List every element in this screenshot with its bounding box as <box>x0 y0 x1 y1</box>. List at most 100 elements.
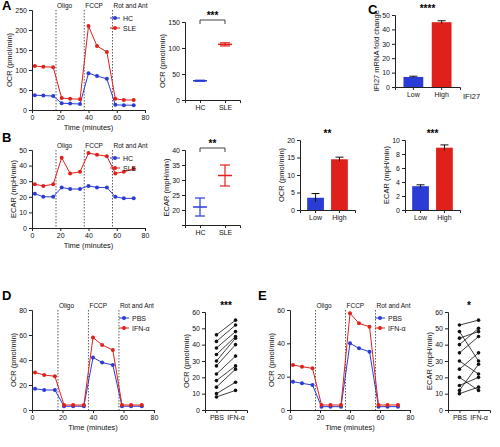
tick-mark <box>216 410 217 413</box>
point <box>477 389 481 393</box>
tick-mark <box>154 410 155 413</box>
tick-label: 0 <box>291 207 295 214</box>
tick-mark <box>202 345 205 346</box>
axis-line <box>406 211 461 214</box>
tick-mark <box>182 210 185 211</box>
tick-label: Low <box>309 214 323 221</box>
bar <box>436 148 453 210</box>
x-axis: HCSLE <box>186 225 241 236</box>
tick-label: 40 <box>347 414 355 421</box>
point <box>300 365 304 369</box>
point <box>95 44 99 48</box>
tick-mark <box>420 210 421 213</box>
tick-label: 0 <box>23 407 27 414</box>
tick-label: 20 <box>19 194 27 201</box>
error-cap <box>312 193 320 194</box>
chart: 050100150200250OCR (pmol/min)A020406080T… <box>2 0 149 132</box>
legend-entry: HC <box>123 15 133 22</box>
tick-label: 0 <box>196 407 200 414</box>
marks <box>307 157 348 210</box>
tick-label: 8 <box>396 151 400 158</box>
axis-line <box>206 411 248 414</box>
tick-label: 0 <box>31 414 35 421</box>
pair-line <box>459 332 478 361</box>
tick: 0 <box>196 407 205 414</box>
tick: Low <box>414 210 428 221</box>
panel-label: E <box>258 288 267 303</box>
tick-mark <box>182 165 185 166</box>
point <box>33 93 37 97</box>
tick-label: 50 <box>19 147 27 154</box>
tick: 30 <box>382 41 395 48</box>
tick: 60 <box>192 309 205 316</box>
tick-label: 60 <box>377 414 385 421</box>
tick: 20 <box>172 207 185 214</box>
point <box>215 359 219 363</box>
error-cap <box>220 185 230 186</box>
tick-label: 100 <box>15 67 27 74</box>
tick-label: 20 <box>59 414 67 421</box>
tick: 50 <box>19 87 32 94</box>
y-axis: 0102030405060 <box>192 309 205 414</box>
point <box>42 388 46 392</box>
tick-mark <box>445 328 448 329</box>
point <box>71 403 75 407</box>
point <box>234 367 238 371</box>
event-label: FCCP <box>85 142 103 149</box>
point <box>458 330 462 334</box>
point <box>458 351 462 355</box>
tick-label: High <box>437 214 452 222</box>
error-cap <box>438 20 446 21</box>
point <box>120 403 124 407</box>
axis-line <box>392 16 396 88</box>
axis-line <box>182 23 186 101</box>
point <box>60 156 64 160</box>
point <box>68 97 72 101</box>
tick: 30 <box>435 358 448 365</box>
point <box>357 346 361 350</box>
tick: 80 <box>142 228 150 239</box>
point <box>91 336 95 340</box>
error-cap <box>195 197 205 198</box>
legend: HCSLE <box>110 15 137 32</box>
axis-line <box>291 411 411 414</box>
tick-mark <box>29 197 32 198</box>
point <box>129 403 133 407</box>
pair-line <box>216 366 235 381</box>
tick-mark <box>29 150 32 151</box>
pair-line <box>459 377 478 385</box>
tick-mark <box>392 44 395 45</box>
tick-label: 0 <box>176 97 180 104</box>
x-axis: PBSIFN-α <box>206 410 248 421</box>
tick-mark <box>182 48 185 49</box>
tick-label: 60 <box>113 114 121 121</box>
point <box>234 364 238 368</box>
tick-label: 0 <box>289 414 293 421</box>
tick-mark <box>297 193 300 194</box>
significance: * <box>467 300 471 311</box>
event-line <box>56 150 57 228</box>
marks <box>33 10 136 110</box>
tick-label: 40 <box>192 341 200 348</box>
point <box>41 94 45 98</box>
tick-mark <box>413 87 414 90</box>
tick-mark <box>225 100 226 103</box>
tick-label: PBS <box>210 414 224 421</box>
tick: 40 <box>192 341 205 348</box>
pair-line <box>459 364 478 390</box>
tick: 50 <box>435 325 448 332</box>
point <box>60 96 64 100</box>
tick-label: 80 <box>142 232 150 239</box>
tick-label: 20 <box>277 373 285 380</box>
y-axis-title: OCR (pmol/min) <box>158 33 167 88</box>
tick-label: 60 <box>113 232 121 239</box>
tick: 20 <box>59 410 67 421</box>
point <box>132 103 136 107</box>
tick-mark <box>124 410 125 413</box>
chart: 05101520OCR (pmol/min)LowHigh** <box>277 128 355 222</box>
tick-label: 60 <box>19 332 27 339</box>
significance: *** <box>427 128 439 139</box>
tick-label: 60 <box>435 309 443 316</box>
error-cap <box>220 42 230 43</box>
point <box>234 380 238 384</box>
